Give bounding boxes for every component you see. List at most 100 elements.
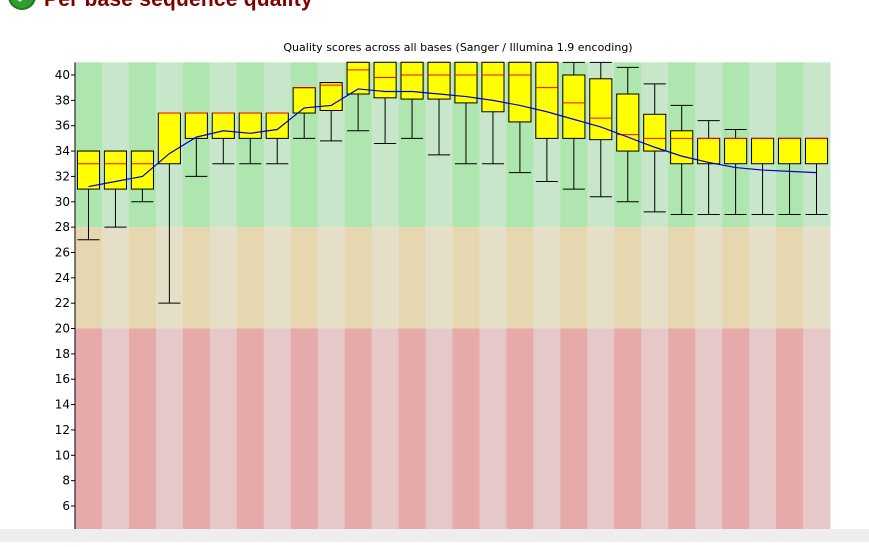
- band-poor-stripe: [560, 328, 588, 529]
- iqr-box: [400, 61, 424, 100]
- y-tick-label: 16: [55, 372, 70, 386]
- box-position-18: [535, 61, 559, 182]
- page-title: Per base sequence quality: [44, 0, 313, 12]
- band-reasonable-stripe: [290, 227, 319, 329]
- box-position-25: [724, 129, 748, 215]
- band-reasonable-stripe: [182, 227, 211, 329]
- iqr-box: [670, 130, 694, 165]
- iqr-box: [184, 112, 208, 139]
- band-reasonable-stripe: [668, 227, 696, 329]
- band-poor-stripe: [749, 328, 777, 529]
- y-tick-label: 20: [55, 322, 70, 336]
- band-reasonable-stripe: [776, 227, 804, 329]
- band-poor-stripe: [209, 328, 238, 529]
- band-poor-stripe: [263, 328, 292, 529]
- band-poor-stripe: [398, 328, 427, 529]
- box-position-14: [427, 61, 451, 156]
- iqr-box: [103, 150, 128, 190]
- box-position-10: [319, 82, 343, 142]
- y-tick-label: 10: [55, 448, 70, 462]
- box-position-5: [184, 112, 208, 177]
- y-tick-label: 12: [55, 423, 70, 437]
- iqr-box: [562, 74, 586, 139]
- box-position-24: [697, 120, 721, 215]
- box-position-15: [454, 61, 478, 165]
- iqr-box: [292, 87, 316, 114]
- iqr-box: [508, 61, 532, 123]
- iqr-box: [211, 112, 235, 139]
- band-reasonable-stripe: [803, 227, 831, 329]
- y-tick-label: 40: [55, 68, 70, 82]
- band-reasonable-stripe: [614, 227, 642, 329]
- band-reasonable-stripe: [452, 227, 480, 329]
- iqr-box: [373, 61, 397, 99]
- band-reasonable-stripe: [506, 227, 534, 329]
- band-poor-stripe: [479, 328, 507, 529]
- y-tick-label: 30: [55, 195, 70, 209]
- band-poor-stripe: [803, 328, 831, 529]
- box-position-19: [562, 61, 586, 190]
- y-tick-label: 14: [55, 398, 70, 412]
- box-position-22: [643, 83, 667, 213]
- band-reasonable-stripe: [317, 227, 346, 329]
- iqr-box: [481, 61, 505, 113]
- iqr-box: [238, 112, 262, 139]
- band-poor-stripe: [290, 328, 319, 529]
- band-reasonable-stripe: [209, 227, 238, 329]
- iqr-box: [319, 82, 343, 111]
- box-position-26: [751, 137, 775, 215]
- band-poor-stripe: [641, 328, 669, 529]
- box-position-11: [346, 61, 370, 132]
- iqr-box: [265, 112, 289, 139]
- band-poor-stripe: [614, 328, 642, 529]
- y-tick-label: 8: [62, 474, 70, 488]
- band-reasonable-stripe: [263, 227, 292, 329]
- box-position-3: [130, 150, 154, 203]
- iqr-box: [804, 137, 829, 165]
- band-poor-stripe: [155, 328, 184, 529]
- mean-quality-line: [88, 88, 817, 188]
- y-tick-label: 28: [55, 220, 70, 234]
- band-poor-stripe: [236, 328, 265, 529]
- band-poor-stripe: [668, 328, 696, 529]
- y-tick-label: 18: [55, 347, 70, 361]
- band-poor-stripe: [182, 328, 211, 529]
- band-poor-stripe: [722, 328, 750, 529]
- band-reasonable-stripe: [641, 227, 669, 329]
- y-tick-label: 34: [55, 144, 70, 158]
- band-reasonable-stripe: [722, 227, 750, 329]
- chart-title: Quality scores across all bases (Sanger …: [283, 41, 632, 54]
- band-reasonable-stripe: [75, 227, 103, 329]
- band-reasonable-stripe: [533, 227, 561, 329]
- check-circle-icon: [8, 0, 36, 10]
- band-poor-stripe: [128, 328, 157, 529]
- box-position-2: [103, 150, 128, 228]
- band-reasonable-stripe: [560, 227, 588, 329]
- band-poor-stripe: [452, 328, 480, 529]
- band-good-stripe: [128, 62, 157, 228]
- iqr-box: [616, 93, 640, 152]
- iqr-box: [777, 137, 802, 165]
- band-poor-stripe: [371, 328, 400, 529]
- band-reasonable-stripe: [344, 227, 373, 329]
- band-poor-stripe: [776, 328, 804, 529]
- iqr-box: [751, 137, 775, 165]
- band-poor-stripe: [506, 328, 534, 529]
- box-position-12: [373, 61, 397, 144]
- y-tick-label: 24: [55, 271, 70, 285]
- iqr-box: [724, 137, 748, 165]
- box-position-13: [400, 61, 424, 139]
- iqr-box: [76, 150, 101, 190]
- band-reasonable-stripe: [749, 227, 777, 329]
- iqr-box: [697, 137, 721, 165]
- box-position-9: [292, 87, 316, 139]
- y-tick-label: 6: [62, 499, 70, 513]
- y-tick-label: 38: [55, 93, 70, 107]
- iqr-box: [427, 61, 451, 100]
- band-reasonable-stripe: [587, 227, 615, 329]
- y-tick-label: 22: [55, 296, 70, 310]
- band-reasonable-stripe: [695, 227, 723, 329]
- band-reasonable-stripe: [398, 227, 427, 329]
